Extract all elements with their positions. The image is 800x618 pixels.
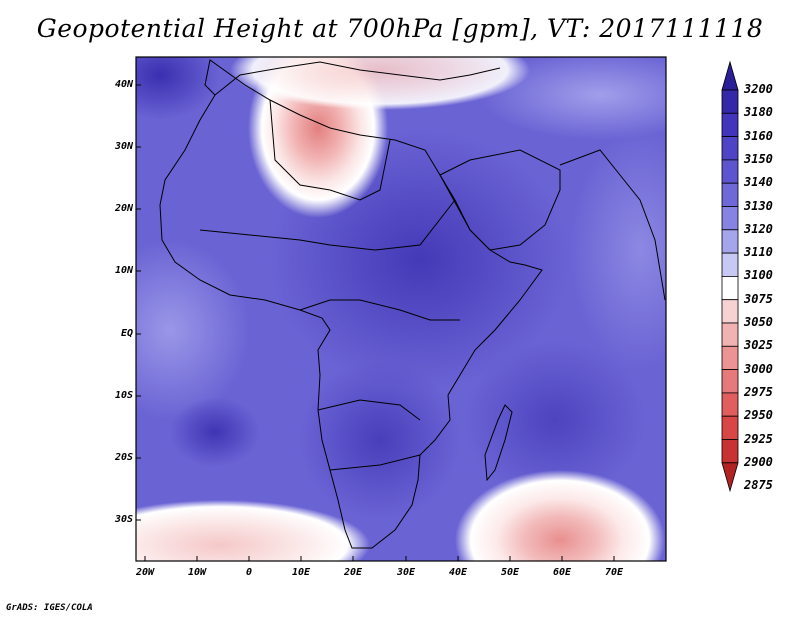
lat-label-20s: 20S bbox=[114, 452, 133, 463]
colorbar-max-arrow bbox=[721, 60, 739, 91]
colorbar-box bbox=[721, 392, 739, 417]
colorbar-level-label: 3000 bbox=[744, 361, 773, 376]
colorbar-level-label: 3120 bbox=[744, 221, 773, 236]
lat-label-40n: 40N bbox=[114, 79, 133, 90]
colorbar-box bbox=[721, 112, 739, 138]
colorbar-level-label: 3025 bbox=[744, 338, 773, 353]
colorbar-level-label: 2950 bbox=[744, 408, 773, 423]
arabia-outline bbox=[439, 149, 561, 251]
lon-label-50e: 50E bbox=[500, 567, 520, 578]
lat-label-10n: 10N bbox=[114, 265, 133, 276]
mediterranean-coast bbox=[214, 61, 501, 96]
colorbar-box bbox=[721, 322, 739, 347]
colorbar-box bbox=[721, 229, 739, 254]
colorbar-level-label: 2975 bbox=[744, 384, 773, 399]
sahara-borders bbox=[269, 99, 391, 201]
coastlines bbox=[159, 59, 666, 549]
madagascar-outline bbox=[484, 404, 513, 482]
grads-credit: GrADS: IGES/COLA bbox=[6, 603, 93, 613]
colorbar-box bbox=[721, 275, 739, 301]
colorbar-level-label: 3130 bbox=[744, 198, 773, 213]
colorbar-level-label: 3150 bbox=[744, 151, 773, 166]
colorbar-box bbox=[721, 345, 739, 370]
field-shading bbox=[136, 57, 666, 561]
lon-label-60e: 60E bbox=[552, 567, 572, 578]
plot-title: Geopotential Height at 700hPa [gpm], VT:… bbox=[36, 14, 764, 43]
colorbar-level-label: 3200 bbox=[744, 82, 773, 96]
lon-label-30e: 30E bbox=[396, 567, 416, 578]
lat-label-30n: 30N bbox=[114, 141, 133, 152]
lat-label-eq: EQ bbox=[120, 328, 133, 339]
colorbar-box bbox=[721, 369, 739, 394]
colorbar-level-label: 2925 bbox=[744, 431, 773, 446]
colorbar bbox=[721, 60, 739, 493]
lon-label-0: 0 bbox=[245, 567, 253, 578]
colorbar-level-label: 3100 bbox=[744, 268, 773, 283]
colorbar-box bbox=[721, 252, 739, 277]
colorbar-level-label: 3110 bbox=[744, 245, 773, 260]
colorbar-level-label: 3180 bbox=[744, 105, 773, 120]
lon-label-10w: 10W bbox=[187, 567, 207, 578]
plot-frame bbox=[135, 56, 667, 562]
lon-label-70e: 70E bbox=[604, 567, 624, 578]
colorbar-level-label: 2875 bbox=[744, 478, 773, 493]
colorbar-level-label: 3050 bbox=[744, 315, 773, 329]
lon-label-20w: 20W bbox=[135, 567, 155, 578]
colorbar-box bbox=[721, 299, 739, 324]
colorbar-box bbox=[721, 439, 739, 464]
lat-label-30s: 30S bbox=[114, 514, 133, 525]
colorbar-box bbox=[721, 136, 739, 161]
colorbar-level-label: 3140 bbox=[744, 175, 773, 190]
sahel-borders bbox=[199, 199, 456, 251]
colorbar-level-label: 2900 bbox=[744, 454, 773, 469]
colorbar-box bbox=[721, 415, 739, 440]
lat-label-20n: 20N bbox=[114, 203, 133, 214]
asia-coast bbox=[559, 149, 666, 301]
lon-label-20e: 20E bbox=[343, 567, 363, 578]
central-borders bbox=[299, 299, 460, 321]
colorbar-box bbox=[721, 206, 739, 231]
colorbar-min-arrow bbox=[721, 462, 739, 493]
lon-label-40e: 40E bbox=[448, 567, 468, 578]
colorbar-level-label: 3160 bbox=[744, 128, 773, 143]
lon-label-10e: 10E bbox=[291, 567, 311, 578]
colorbar-box bbox=[721, 89, 739, 114]
southern-borders bbox=[317, 399, 421, 471]
tick-marks bbox=[136, 84, 615, 561]
colorbar-level-label: 3075 bbox=[744, 291, 773, 306]
colorbar-box bbox=[721, 159, 739, 184]
lat-label-10s: 10S bbox=[114, 390, 133, 401]
colorbar-box bbox=[721, 182, 739, 207]
